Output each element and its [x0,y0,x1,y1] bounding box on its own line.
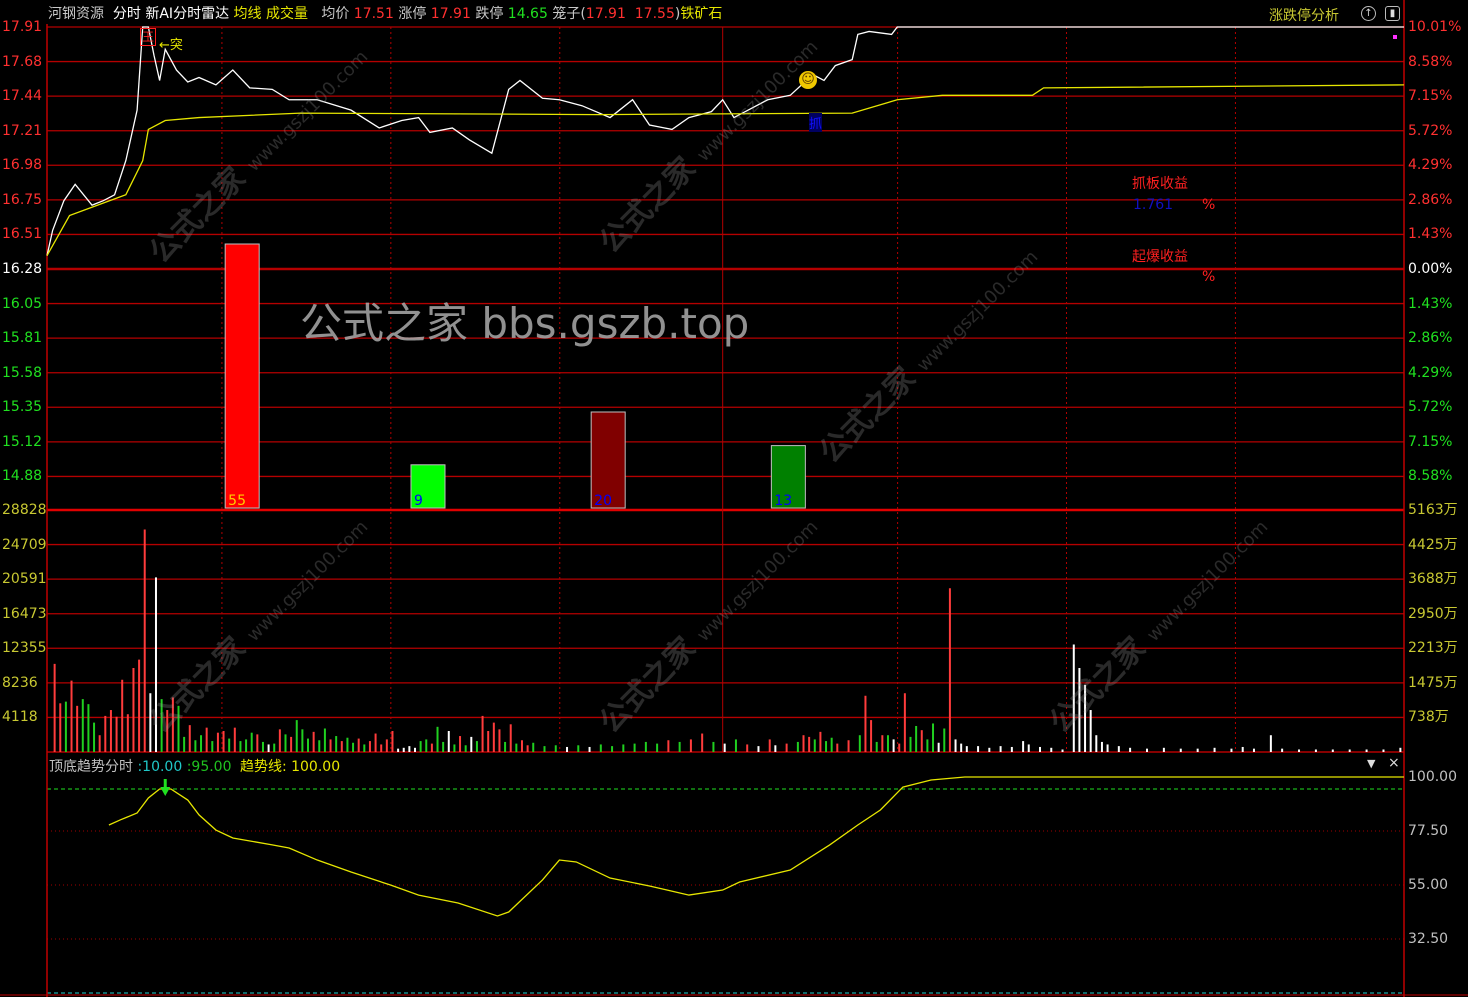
percent-axis-label: 0.00% [1408,261,1453,277]
volume-axis-label: 8236 [2,674,38,691]
title-item: 14.65 [507,6,548,22]
chart-title-bar: 河钢资源 分时 新AI分时雷达 均线 成交量 均价 17.51 涨停 17.91… [48,4,722,24]
percent-axis-label: 10.01% [1408,19,1462,35]
title-item: ) [674,6,681,22]
close-indicator-icon[interactable]: × [1388,755,1400,771]
price-axis-label: 16.75 [2,191,43,208]
price-axis-label: 14.88 [2,468,43,485]
volume-axis-label: 16473 [2,605,47,622]
price-axis-label: 17.21 [2,122,43,139]
percent-axis-label: 1.43% [1408,295,1453,312]
title-item[interactable]: 河钢资源 [48,6,104,22]
volume-axis-label: 28828 [2,502,47,518]
radar-bar-label: 13 [774,493,792,509]
burst-profit-label: 起爆收益 [1132,249,1188,265]
trend-value: : 100.00 [281,759,341,775]
volume-axis-label: 12355 [2,640,47,657]
volume-amount-label: 2950万 [1408,605,1458,622]
percent-axis-label: 5.72% [1408,122,1453,139]
smiley-face-icon: ☺ [799,71,817,89]
indicator-name: 顶底趋势分时 [49,759,133,775]
price-axis-label: 17.91 [2,19,43,35]
title-item: 跌停 [470,6,508,22]
percent-axis-label: 8.58% [1408,53,1453,70]
breakout-marker-text: 突 [169,38,183,53]
magenta-dot [1393,35,1397,39]
title-item: 笼子( [547,6,586,22]
title-item[interactable]: 均线 [233,6,266,22]
radar-bar [770,445,806,509]
price-line [46,26,1404,256]
percent-axis-label: 8.58% [1408,468,1453,485]
price-axis-label: 16.28 [2,261,43,277]
price-axis-label: 16.98 [2,157,43,174]
expand-icon[interactable]: ↑ [1361,6,1376,21]
volume-amount-label: 738万 [1408,709,1449,726]
radar-bar [410,464,446,509]
indicator-dropdown-icon[interactable]: ▼ [1367,757,1376,770]
title-item[interactable]: 分时 [104,6,146,22]
percent-axis-label: 4.29% [1408,157,1453,174]
price-axis-label: 17.44 [2,88,43,105]
indicator-axis-label: 32.50 [1408,931,1449,947]
indicator-axis-label: 77.50 [1408,823,1449,839]
trend-line [108,776,1404,917]
average-price-line [46,84,1405,256]
volume-axis-label: 4118 [2,709,38,726]
volume-amount-label: 3688万 [1408,571,1458,588]
breakout-marker: ←突 [159,38,183,54]
burst-profit-unit: % [1202,269,1216,285]
price-axis-label: 15.35 [2,399,43,416]
percent-axis-label: 7.15% [1408,433,1453,450]
price-axis-label: 16.51 [2,226,43,243]
price-axis-label: 15.81 [2,330,43,347]
volume-axis-label: 24709 [2,536,47,553]
title-item[interactable]: 成交量 [265,6,308,22]
title-item: 铁矿石 [680,6,723,22]
grab-profit-value: 1.761 [1133,197,1174,213]
trend-label: 趋势线 [239,759,282,775]
title-item: 17.51 [353,6,394,22]
indicator-value2: :95.00 [186,759,232,775]
percent-axis-label: 2.86% [1408,191,1453,208]
center-watermark: 公式之家 bbs.gszb.top [300,299,750,348]
left-arrow-icon: ← [159,38,170,53]
indicator-axis-label: 100.00 [1408,769,1457,785]
grab-profit-unit: % [1202,197,1216,213]
indicator-axis-label: 55.00 [1408,877,1449,893]
price-axis-label: 15.12 [2,433,43,450]
radar-bar-label: 9 [414,493,423,509]
percent-axis-label: 4.29% [1408,364,1453,381]
percent-axis-label: 5.72% [1408,399,1453,416]
buy-signal-arrow-icon [160,787,171,796]
price-axis-label: 15.58 [2,364,43,381]
title-item: 涨停 [393,6,431,22]
percent-axis-label: 7.15% [1408,88,1453,105]
volume-amount-label: 4425万 [1408,536,1458,553]
volume-amount-label: 1475万 [1408,674,1458,691]
title-item[interactable]: 新AI分时雷达 [145,6,234,22]
indicator-value1: :10.00 [137,759,183,775]
radar-bar-label: 20 [594,493,612,509]
indicator-header: 顶底趋势分时 :10.00 :95.00 趋势线: 100.00 [49,756,340,776]
radar-bar [590,411,626,509]
limit-up-marker: 王 [140,28,156,46]
radar-bar [224,243,260,509]
title-item: 17.91 [430,6,471,22]
limit-analysis-button[interactable]: 涨跌停分析 [1269,8,1339,24]
volume-amount-label: 5163万 [1408,502,1458,518]
price-axis-label: 16.05 [2,295,43,312]
radar-bar-label: 55 [228,493,246,509]
title-item: 17.91 17.55 [585,6,675,22]
grab-marker: 抓 [809,113,823,132]
volume-amount-label: 2213万 [1408,640,1458,657]
percent-axis-label: 2.86% [1408,330,1453,347]
percent-axis-label: 1.43% [1408,226,1453,243]
panel-toggle-icon[interactable]: ▮ [1385,6,1400,21]
volume-axis-label: 20591 [2,571,47,588]
grab-profit-label: 抓板收益 [1132,176,1188,192]
price-axis-label: 17.68 [2,53,43,70]
title-item: 均价 [307,6,354,22]
